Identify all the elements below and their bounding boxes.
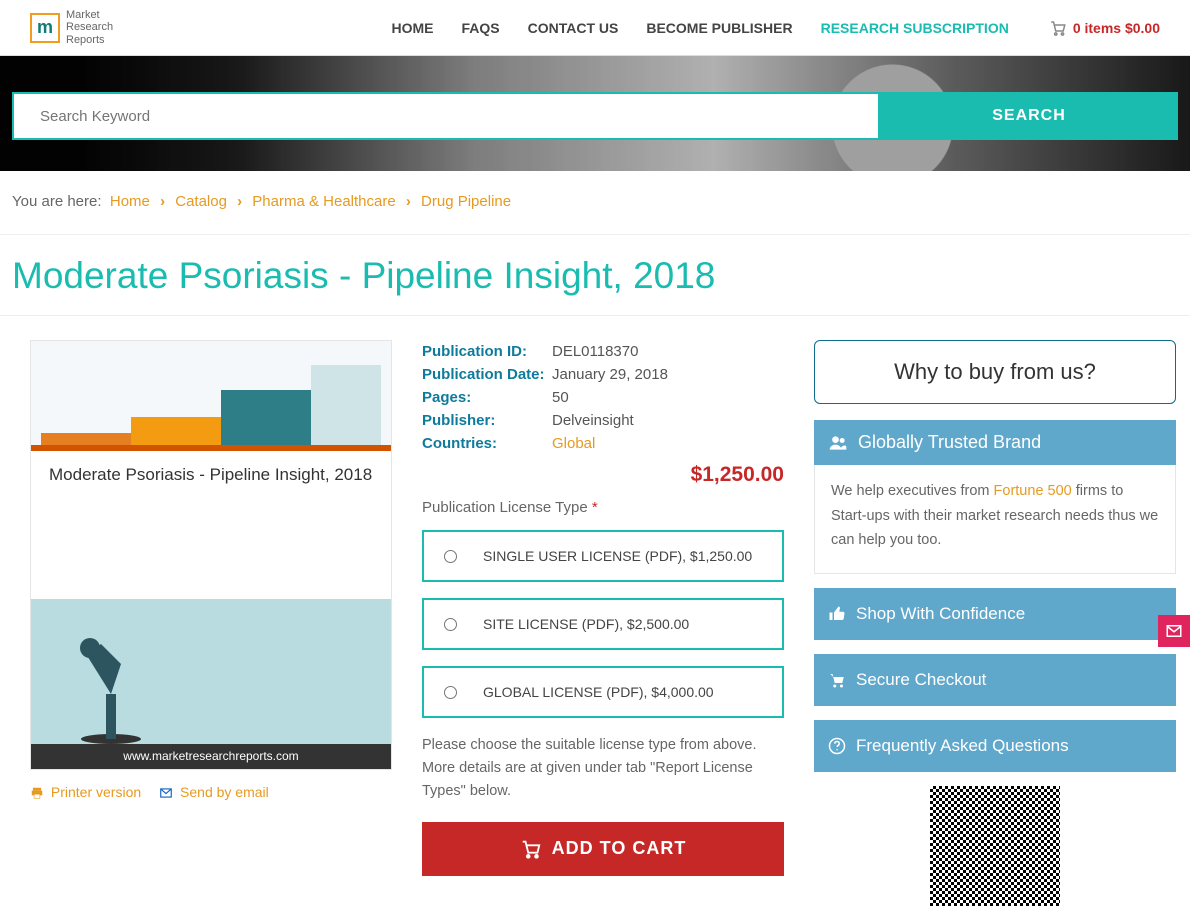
breadcrumb-prefix: You are here: [12, 193, 102, 210]
trusted-brand-header[interactable]: Globally Trusted Brand [814, 420, 1176, 465]
shop-confidence-item[interactable]: Shop With Confidence [814, 588, 1176, 640]
mail-icon [1165, 622, 1183, 640]
meta-countries[interactable]: Global [552, 435, 595, 452]
meta-pubid-label: Publication ID: [422, 343, 552, 360]
printer-icon [30, 786, 44, 800]
trusted-brand-body: We help executives from Fortune 500 firm… [814, 465, 1176, 574]
meta-pages: 50 [552, 389, 569, 406]
meta-countries-label: Countries: [422, 435, 552, 452]
main-nav: HOME FAQS CONTACT US BECOME PUBLISHER RE… [391, 20, 1008, 36]
question-icon [828, 737, 846, 755]
breadcrumb-home[interactable]: Home [110, 193, 150, 210]
faq-item[interactable]: Frequently Asked Questions [814, 720, 1176, 772]
thumbs-up-icon [828, 605, 846, 623]
meta-publisher: Delveinsight [552, 412, 634, 429]
logo-icon: m [30, 13, 60, 43]
lamp-icon [76, 634, 146, 744]
license-radio-single[interactable] [444, 550, 457, 563]
page-title: Moderate Psoriasis - Pipeline Insight, 2… [0, 235, 1190, 316]
cart-text: 0 items $0.00 [1073, 20, 1160, 36]
report-cover-title: Moderate Psoriasis - Pipeline Insight, 2… [31, 451, 391, 499]
license-note: Please choose the suitable license type … [422, 734, 784, 804]
breadcrumb-pharma[interactable]: Pharma & Healthcare [252, 193, 395, 210]
search-button[interactable]: SEARCH [880, 92, 1178, 140]
meta-pubdate-label: Publication Date: [422, 366, 552, 383]
cart-link[interactable]: 0 items $0.00 [1049, 19, 1160, 37]
send-email-link[interactable]: Send by email [180, 784, 269, 800]
report-cover-footer: www.marketresearchreports.com [31, 744, 391, 769]
cart-icon [1049, 19, 1067, 37]
nav-contact[interactable]: CONTACT US [528, 20, 619, 36]
hero-banner: SEARCH [0, 55, 1190, 171]
users-icon [828, 433, 848, 453]
nav-publisher[interactable]: BECOME PUBLISHER [646, 20, 792, 36]
meta-pages-label: Pages: [422, 389, 552, 406]
cart-add-icon [520, 838, 542, 860]
breadcrumb-catalog[interactable]: Catalog [175, 193, 227, 210]
license-radio-global[interactable] [444, 686, 457, 699]
license-radio-site[interactable] [444, 618, 457, 631]
search-input[interactable] [12, 92, 880, 140]
printer-version-link[interactable]: Printer version [51, 784, 141, 800]
email-icon [159, 786, 173, 800]
license-type-label: Publication License Type * [422, 499, 784, 516]
logo[interactable]: m Market Research Reports [30, 9, 113, 45]
license-option-global[interactable]: GLOBAL LICENSE (PDF), $4,000.00 [422, 666, 784, 718]
mail-tab[interactable] [1158, 615, 1190, 647]
nav-subscription[interactable]: RESEARCH SUBSCRIPTION [821, 20, 1009, 36]
meta-publisher-label: Publisher: [422, 412, 552, 429]
meta-pubdate: January 29, 2018 [552, 366, 668, 383]
price: $1,250.00 [422, 463, 784, 487]
add-to-cart-button[interactable]: ADD TO CART [422, 822, 784, 876]
license-option-site[interactable]: SITE LICENSE (PDF), $2,500.00 [422, 598, 784, 650]
license-option-single[interactable]: SINGLE USER LICENSE (PDF), $1,250.00 [422, 530, 784, 582]
shopping-cart-icon [828, 671, 846, 689]
nav-faqs[interactable]: FAQS [461, 20, 499, 36]
logo-text: Market Research Reports [66, 9, 113, 45]
nav-home[interactable]: HOME [391, 20, 433, 36]
breadcrumb-pipeline[interactable]: Drug Pipeline [421, 193, 511, 210]
report-cover-image: Moderate Psoriasis - Pipeline Insight, 2… [30, 340, 392, 770]
why-buy-box[interactable]: Why to buy from us? [814, 340, 1176, 404]
meta-pubid: DEL0118370 [552, 343, 638, 360]
secure-checkout-item[interactable]: Secure Checkout [814, 654, 1176, 706]
qr-code [930, 786, 1060, 906]
breadcrumb: You are here: Home › Catalog › Pharma & … [0, 171, 1190, 235]
